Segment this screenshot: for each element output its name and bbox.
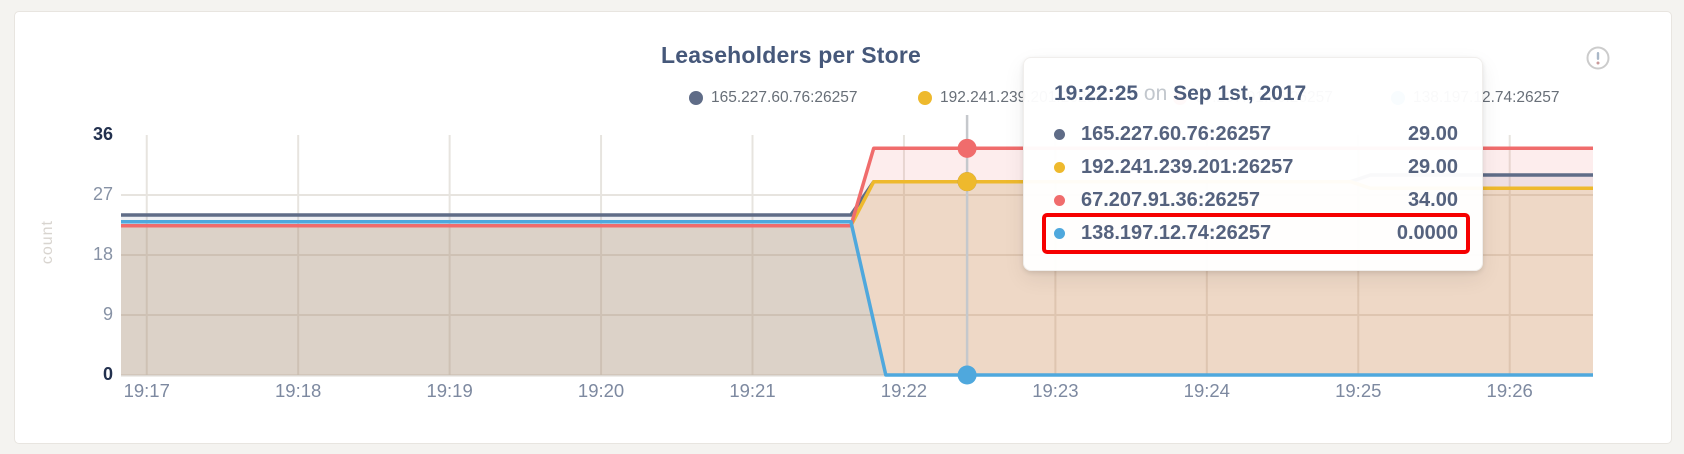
tooltip-series-value: 29.00 — [1407, 156, 1458, 178]
x-tick-label: 19:25 — [1335, 380, 1382, 401]
hover-dot-192.241.239.201:26257 — [957, 172, 977, 192]
x-tick-label: 19:22 — [880, 380, 928, 401]
chart-title: Leaseholders per Store — [660, 42, 922, 68]
x-tick-label: 19:23 — [1032, 380, 1079, 401]
circled-exclamation-icon[interactable] — [1586, 46, 1610, 70]
tooltip-row: 165.227.60.76:26257 29.00 — [1054, 118, 1458, 151]
x-tick-label: 19:20 — [577, 380, 625, 401]
tooltip-series-name: 165.227.60.76:26257 — [1081, 123, 1272, 145]
tooltip-series-value: 34.00 — [1407, 189, 1458, 211]
tooltip-series-dot — [1054, 162, 1065, 173]
legend-label: 165.227.60.76:26257 — [711, 89, 858, 106]
hover-guideline — [957, 115, 977, 385]
tooltip-time: 19:22:25 — [1054, 82, 1139, 105]
tooltip-series-name: 138.197.12.74:26257 — [1081, 222, 1272, 244]
hover-tooltip: 19:22:25 on Sep 1st, 2017 165.227.60.76:… — [1023, 57, 1483, 271]
y-tick-label: 27 — [92, 184, 113, 204]
x-tick-label: 19:17 — [123, 380, 170, 401]
tooltip-timestamp: 19:22:25 on Sep 1st, 2017 — [1054, 82, 1458, 106]
tooltip-row-highlighted: 138.197.12.74:26257 0.0000 — [1042, 213, 1470, 254]
tooltip-row: 67.207.91.36:26257 34.00 — [1054, 184, 1458, 217]
tooltip-series-dot — [1054, 129, 1065, 140]
y-tick-label: 36 — [92, 124, 113, 144]
tooltip-series-name: 67.207.91.36:26257 — [1081, 189, 1261, 211]
legend-item-165.227.60.76:26257[interactable]: 165.227.60.76:26257 — [689, 89, 858, 107]
y-axis-title: count — [39, 220, 56, 265]
tooltip-series-name: 192.241.239.201:26257 — [1081, 156, 1294, 178]
x-tick-label: 19:21 — [729, 380, 776, 401]
legend-dot — [689, 91, 703, 105]
y-tick-label: 9 — [102, 304, 113, 324]
x-tick-label: 19:24 — [1183, 380, 1230, 401]
tooltip-on-text: on — [1143, 82, 1168, 105]
x-tick-label: 19:19 — [426, 380, 473, 401]
chart-card: Leaseholders per Store 165.227.60.76:262… — [14, 11, 1672, 444]
series-line-138.197.12.74:26257 — [121, 219, 1593, 377]
legend-dot — [918, 91, 932, 105]
tooltip-row: 192.241.239.201:26257 29.00 — [1054, 151, 1458, 184]
tooltip-date: Sep 1st, 2017 — [1173, 82, 1307, 105]
tooltip-rows: 165.227.60.76:26257 29.00 192.241.239.201:… — [1042, 118, 1470, 254]
area-fill-138.197.12.74:26257 — [121, 221, 1593, 375]
y-tick-label: 0 — [102, 364, 113, 384]
tooltip-series-dot — [1054, 195, 1065, 206]
y-tick-label: 18 — [92, 244, 113, 264]
x-tick-label: 19:26 — [1486, 380, 1533, 401]
tooltip-series-dot — [1054, 228, 1065, 239]
hover-dot-138.197.12.74:26257 — [957, 365, 977, 385]
x-tick-label: 19:18 — [275, 380, 322, 401]
tooltip-series-value: 0.0000 — [1396, 222, 1458, 244]
tooltip-series-value: 29.00 — [1407, 123, 1458, 145]
hover-dot-67.207.91.36:26257 — [957, 138, 977, 158]
